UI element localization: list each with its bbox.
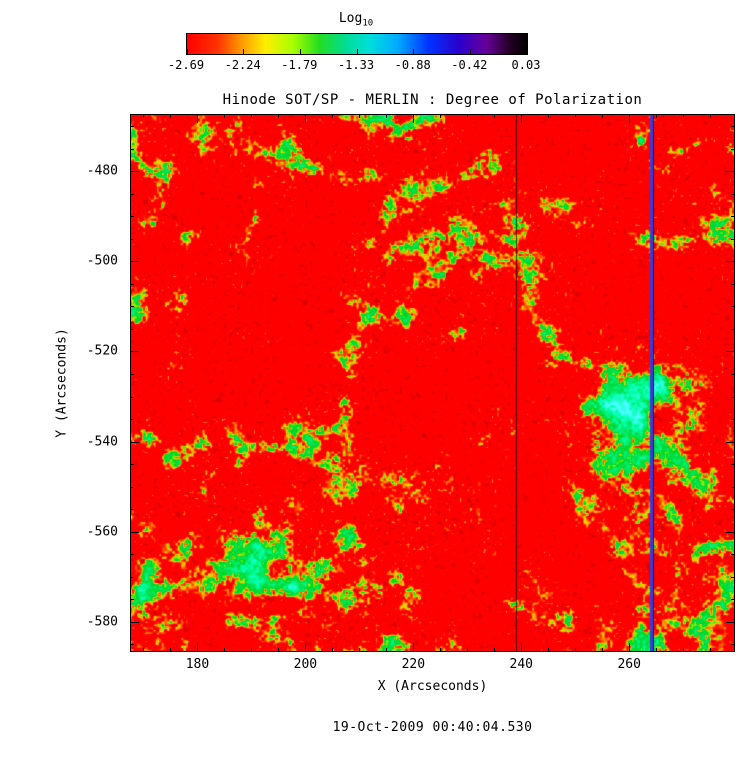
y-axis-label: Y (Arcseconds)	[54, 328, 70, 438]
heatmap-canvas	[130, 114, 735, 652]
colorbar-tick-mark	[243, 49, 245, 54]
y-tick-label: -500	[86, 253, 118, 269]
colorbar-tick-label: -1.79	[281, 58, 318, 72]
colorbar-tick-mark	[299, 49, 301, 54]
y-tick-label: -580	[86, 614, 118, 630]
x-tick-label: 260	[617, 657, 641, 672]
colorbar-tick-mark	[413, 49, 415, 54]
x-tick-label: 200	[293, 657, 318, 672]
colorbar-tick-label: -2.69	[167, 58, 205, 72]
colorbar-tick-labels: -2.69 -2.24 -1.79 -1.33 -0.88 -0.42 0.03	[168, 58, 541, 73]
y-tick-label: -560	[86, 524, 118, 540]
colorbar-tick-label: -0.88	[394, 58, 431, 72]
colorbar-tick-mark	[356, 49, 358, 54]
heatmap-plot-area	[130, 114, 735, 652]
x-tick-label: 180	[185, 657, 210, 672]
colorbar-title-main: Log	[338, 11, 363, 26]
x-tick-label: 240	[509, 657, 534, 672]
colorbar-tick-mark	[526, 49, 528, 54]
colorbar-tick-mark	[186, 49, 188, 54]
colorbar-tick-label: 0.03	[511, 58, 541, 72]
colorbar-tick-label: -0.42	[451, 58, 488, 72]
plot-title: Hinode SOT/SP - MERLIN : Degree of Polar…	[222, 92, 643, 108]
colorbar-gradient	[186, 33, 528, 55]
timestamp-caption: 19-Oct-2009 00:40:04.530	[332, 720, 533, 735]
y-tick-label: -540	[86, 434, 118, 450]
colorbar-title: Log10	[186, 11, 526, 29]
x-axis-tick-labels: 180 200 220 240 260	[130, 657, 735, 673]
y-axis-tick-labels: -480 -500 -520 -540 -560 -580	[76, 114, 124, 652]
y-tick-label: -520	[86, 343, 118, 359]
x-axis-label: X (Arcseconds)	[377, 679, 488, 694]
y-tick-label: -480	[86, 163, 118, 179]
colorbar-tick-mark	[469, 49, 471, 54]
x-tick-label: 220	[401, 657, 426, 672]
colorbar-tick-label: -1.33	[337, 58, 375, 72]
colorbar-tick-label: -2.24	[224, 58, 261, 72]
colorbar-title-sub: 10	[362, 18, 374, 29]
